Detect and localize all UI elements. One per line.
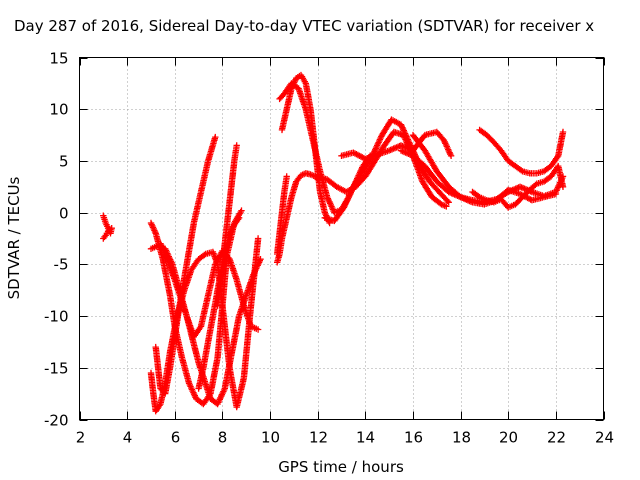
data-markers [469, 162, 567, 211]
x-tick-label: 24 [595, 429, 614, 447]
x-axis-label: GPS time / hours [278, 458, 404, 476]
y-tick-label: 15 [49, 50, 68, 68]
y-tick-label: -10 [44, 308, 69, 326]
data-series-arc-early [100, 212, 115, 242]
grid [79, 57, 604, 420]
data-markers [195, 214, 243, 392]
y-tick-label: -20 [44, 412, 69, 430]
x-tick-label: 22 [547, 429, 566, 447]
data-markers [274, 173, 290, 258]
x-tick-label: 12 [309, 429, 328, 447]
data-markers [100, 212, 115, 242]
chart-title: Day 287 of 2016, Sidereal Day-to-day VTE… [14, 17, 595, 35]
x-tick-label: 6 [171, 429, 181, 447]
x-tick-label: 14 [356, 429, 375, 447]
data-markers [409, 131, 560, 208]
data-series-arc-f [274, 173, 290, 258]
x-tick-label: 20 [499, 429, 518, 447]
data-series-arc-l [409, 131, 560, 208]
y-axis-label: SDTVAR / TECUs [5, 176, 23, 299]
data-series-spike-1 [152, 133, 219, 397]
x-tick-label: 4 [123, 429, 133, 447]
y-tick-label: 10 [49, 101, 68, 119]
data-markers [157, 240, 264, 408]
data-series-arc-d [157, 240, 264, 408]
y-tick-label: -5 [54, 256, 69, 274]
data-series-arc-j [338, 128, 455, 163]
data-markers [476, 126, 567, 177]
x-tick-label: 10 [261, 429, 280, 447]
data-series-spike-3 [195, 214, 243, 392]
x-tick-label: 2 [76, 429, 86, 447]
data-layer [100, 71, 567, 415]
y-tick-label: 5 [59, 153, 69, 171]
data-series-arc-m [476, 126, 567, 177]
x-tick-label: 8 [218, 429, 228, 447]
data-series-arc-n [469, 162, 567, 211]
x-tick-label: 16 [404, 429, 423, 447]
plot-frame [79, 57, 604, 420]
y-tick-label: 0 [59, 205, 69, 223]
data-markers [152, 133, 219, 397]
x-tick-label: 18 [452, 429, 471, 447]
data-markers [338, 128, 455, 163]
y-tick-label: -15 [44, 360, 69, 378]
axis-ticks [79, 57, 605, 421]
